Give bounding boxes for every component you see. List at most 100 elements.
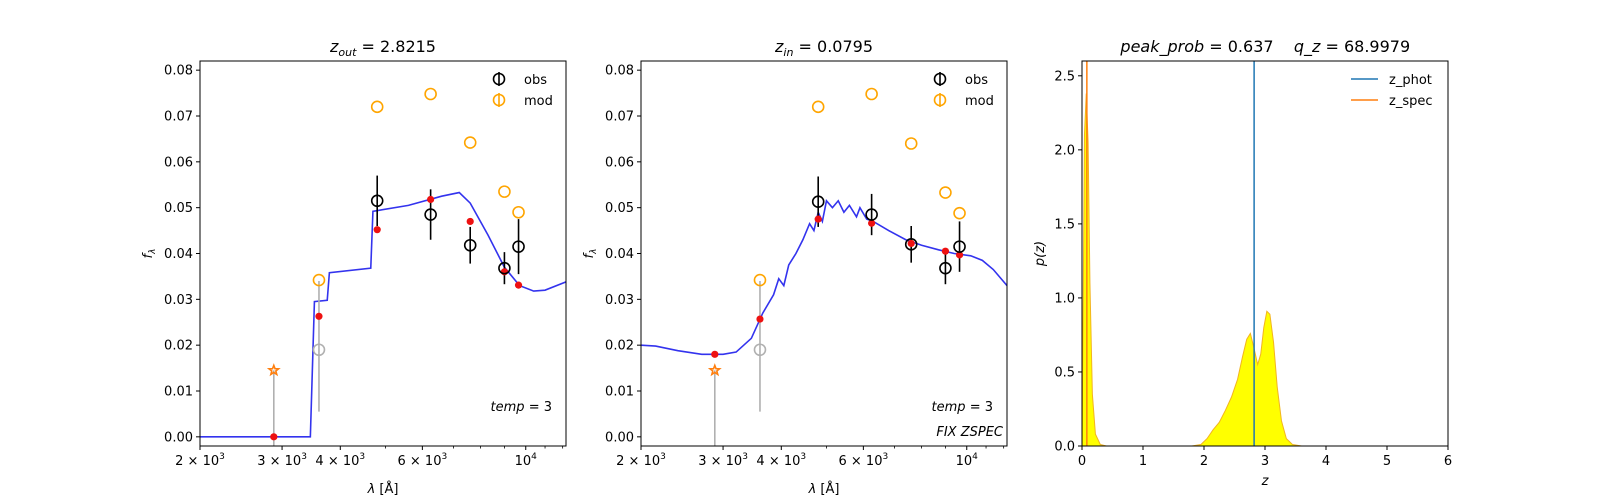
mod-point: [865, 87, 878, 101]
plot-frame: [199, 60, 567, 447]
sed-plot-zin: 0.00 0.01 0.02 0.03 0.04 0.05 0.06 0.07 0.08 2 × …: [582, 37, 1008, 497]
template-point: [868, 219, 876, 227]
legend-label: obs: [965, 73, 988, 88]
y-tick-label: 1.5: [1054, 217, 1075, 232]
x-axis-label: λ [Å]: [367, 481, 399, 497]
x-tick-label: 3: [1261, 454, 1269, 469]
y-tick-label: 0.02: [164, 339, 193, 354]
legend-marker: [492, 72, 506, 86]
x-tick-label: 4: [1322, 454, 1330, 469]
y-axis-label: fλ: [582, 249, 599, 259]
x-axis-label: z: [1261, 474, 1270, 489]
template-point: [466, 217, 474, 226]
template-curve: [641, 199, 1007, 356]
x-tick-label: 4 × 103: [315, 452, 365, 469]
template-point: [907, 239, 915, 248]
pz-area: [1081, 93, 1387, 447]
x-tick-label: 2 × 103: [616, 452, 666, 469]
mod-point: [312, 273, 326, 287]
obs-faint-point: [753, 343, 767, 357]
x-tick-label: 6: [1444, 454, 1452, 469]
legend-marker: [933, 93, 947, 107]
obs-point: [370, 194, 384, 208]
y-tick-label: 0.03: [605, 293, 634, 308]
mod-point: [953, 206, 966, 220]
y-tick-label: 0.04: [605, 247, 634, 262]
obs-point: [463, 238, 477, 252]
obs-point: [811, 195, 825, 209]
x-tick-label: 104: [956, 452, 979, 469]
mod-point: [498, 185, 511, 198]
legend-label: obs: [524, 73, 547, 88]
x-tick-label: 3 × 103: [698, 452, 748, 469]
x-tick-label: 0: [1078, 454, 1086, 469]
sed-plot-zout: 0.00 0.01 0.02 0.03 0.04 0.05 0.06 0.07 0.08 2 × …: [141, 37, 567, 497]
obs-point: [498, 261, 511, 275]
mod-point: [811, 100, 825, 114]
x-tick-label: 2: [1200, 454, 1208, 469]
y-tick-label: 0.01: [605, 385, 634, 400]
pz-plot: 0.0 0.5 1.0 1.5 2.0 2.5 0 1 2 3 4 5 6 z p(z) peak_prob …: [1033, 37, 1452, 489]
x-tick-label: 1: [1139, 454, 1147, 469]
y-tick-label: 0.02: [605, 339, 634, 354]
y-tick-label: 2.5: [1054, 69, 1075, 84]
qz-title: q_z = 68.9979: [1294, 37, 1410, 57]
y-tick-label: 0.07: [605, 110, 634, 125]
y-tick-label: 0.05: [164, 201, 193, 216]
template-point: [315, 312, 323, 320]
mod-point: [512, 205, 525, 219]
legend: obs mod: [492, 72, 553, 109]
obs-point: [953, 240, 966, 253]
mod-point: [753, 273, 767, 287]
x-tick-label: 3 × 103: [257, 452, 307, 469]
obs-point: [512, 240, 525, 253]
template-point: [955, 251, 964, 259]
template-point: [814, 215, 822, 223]
x-tick-label: 6 × 103: [398, 452, 448, 469]
legend-label: z_spec: [1389, 94, 1433, 109]
y-tick-label: 1.0: [1054, 291, 1075, 306]
obs-point: [865, 208, 878, 221]
x-tick-label: 6 × 103: [839, 452, 889, 469]
y-tick-label: 0.08: [605, 64, 634, 79]
legend-marker: [933, 72, 947, 86]
peak-prob-title: peak_prob = 0.637: [1119, 37, 1273, 57]
temp-annotation: temp = 3: [491, 400, 552, 415]
legend: z_phot z_spec: [1351, 73, 1433, 109]
legend-marker: [492, 93, 506, 107]
mod-point: [424, 87, 437, 101]
y-axis-label: fλ: [141, 249, 158, 259]
legend: obs mod: [933, 72, 994, 109]
legend-label: z_phot: [1389, 73, 1432, 88]
temp-annotation: temp = 3: [932, 400, 993, 415]
x-tick-label: 5: [1383, 454, 1391, 469]
x-axis-label: λ [Å]: [808, 481, 840, 497]
y-tick-label: 0.06: [605, 155, 634, 170]
y-tick-label: 0.05: [605, 201, 634, 216]
obs-point: [939, 261, 952, 275]
mod-point: [463, 136, 477, 149]
template-curve: [200, 191, 566, 438]
mod-point: [939, 186, 952, 199]
fix-zspec-annotation: FIX ZSPEC: [936, 425, 1004, 440]
template-point: [756, 315, 764, 323]
y-tick-label: 0.0: [1054, 440, 1075, 455]
template-point: [711, 350, 719, 358]
legend-label: mod: [965, 94, 994, 109]
y-tick-label: 0.5: [1054, 365, 1075, 380]
template-point: [427, 195, 435, 204]
upper-limit-marker: [266, 363, 281, 377]
y-tick-label: 0.06: [164, 155, 193, 170]
obs-point: [424, 208, 437, 221]
plot-title: zout = 2.8215: [329, 37, 436, 59]
y-tick-label: 0.03: [164, 293, 193, 308]
y-tick-label: 2.0: [1054, 143, 1075, 158]
mod-point: [904, 137, 918, 150]
y-tick-label: 0.01: [164, 385, 193, 400]
template-point: [514, 281, 523, 289]
template-point: [373, 226, 381, 234]
x-tick-label: 4 × 103: [756, 452, 806, 469]
y-tick-label: 0.00: [164, 430, 193, 445]
mod-point: [370, 100, 384, 114]
template-point: [941, 247, 950, 255]
